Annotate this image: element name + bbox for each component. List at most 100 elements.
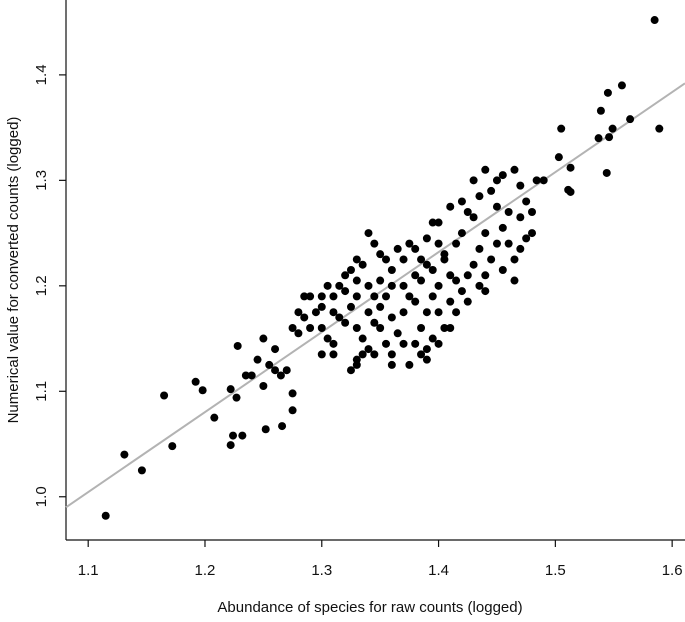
point	[463, 207, 472, 216]
point	[137, 466, 146, 475]
point	[300, 292, 309, 301]
point	[422, 234, 431, 243]
point	[317, 350, 326, 359]
point	[317, 302, 326, 311]
point	[387, 281, 396, 290]
point	[382, 292, 391, 301]
point	[492, 176, 501, 185]
x-tick-label: 1.4	[428, 562, 449, 579]
point	[346, 266, 355, 274]
point	[475, 281, 484, 290]
point	[241, 371, 250, 380]
point	[358, 260, 367, 269]
point	[422, 355, 431, 364]
point	[329, 292, 338, 301]
point	[475, 244, 484, 253]
point	[352, 324, 361, 333]
point	[233, 341, 242, 350]
x-axis-label: Abundance of species for raw counts (log…	[217, 599, 522, 616]
point	[226, 441, 235, 450]
point	[457, 229, 466, 238]
point	[428, 266, 437, 274]
point	[387, 266, 396, 274]
point	[288, 324, 297, 333]
x-tick-label: 1.3	[311, 562, 332, 579]
point	[422, 345, 431, 354]
y-tick-label: 1.4	[33, 64, 50, 85]
point	[329, 350, 338, 359]
point	[411, 339, 420, 348]
point	[329, 308, 338, 317]
point	[300, 313, 309, 322]
point	[434, 239, 443, 248]
point	[399, 308, 408, 317]
point	[317, 292, 326, 301]
point	[428, 334, 437, 343]
point	[387, 350, 396, 359]
point	[528, 207, 537, 216]
point	[265, 360, 274, 369]
point	[446, 271, 455, 280]
point	[364, 281, 373, 290]
point	[596, 106, 605, 115]
point	[557, 124, 566, 133]
point	[329, 339, 338, 348]
point	[475, 192, 484, 201]
point	[492, 202, 501, 211]
point	[294, 329, 303, 338]
point	[504, 207, 513, 216]
point	[522, 234, 531, 243]
point	[452, 239, 461, 248]
point	[335, 313, 344, 322]
point	[422, 260, 431, 269]
point	[387, 313, 396, 322]
point	[532, 176, 541, 185]
x-tick-label: 1.2	[195, 562, 216, 579]
point	[608, 124, 617, 133]
point	[393, 329, 402, 338]
point	[481, 165, 490, 174]
point	[617, 81, 626, 90]
point	[605, 133, 614, 142]
point	[382, 339, 391, 348]
point	[352, 292, 361, 301]
point	[288, 406, 297, 415]
point	[481, 287, 490, 296]
point	[554, 153, 563, 162]
y-tick-label: 1.0	[33, 486, 50, 507]
point	[510, 165, 519, 174]
point	[417, 276, 426, 285]
point	[306, 292, 315, 301]
point	[457, 287, 466, 296]
point	[463, 297, 472, 306]
point	[358, 350, 367, 359]
point	[469, 260, 478, 269]
point	[393, 244, 402, 253]
point	[376, 324, 385, 333]
point	[498, 171, 507, 180]
point	[341, 287, 350, 296]
point	[376, 250, 385, 259]
point	[650, 16, 659, 25]
point	[323, 334, 332, 343]
point	[452, 308, 461, 317]
point	[210, 413, 219, 422]
point	[440, 250, 449, 259]
point	[411, 244, 420, 253]
point	[387, 360, 396, 369]
point	[411, 297, 420, 306]
point	[160, 391, 169, 400]
point	[434, 281, 443, 290]
point	[278, 422, 287, 431]
y-axis-label: Numerical value for converted counts (lo…	[5, 117, 22, 424]
point	[341, 318, 350, 327]
point	[282, 366, 291, 375]
point	[399, 255, 408, 264]
point	[346, 366, 355, 375]
point	[370, 318, 379, 327]
point	[417, 350, 426, 359]
point	[317, 324, 326, 333]
point	[253, 355, 262, 364]
point	[399, 339, 408, 348]
